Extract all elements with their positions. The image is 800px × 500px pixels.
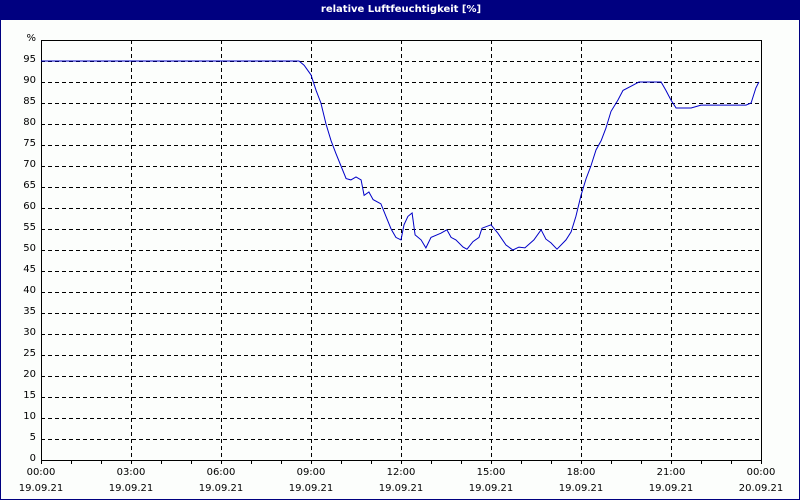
y-tick-label: 60	[23, 201, 36, 212]
x-tick-time: 00:00	[26, 467, 56, 478]
y-tick-label: 75	[23, 138, 36, 149]
x-tick-date: 19.09.21	[468, 483, 514, 494]
y-tick-label: 35	[23, 306, 36, 317]
x-tick-time: 21:00	[656, 467, 686, 478]
x-tick-time: 03:00	[116, 467, 146, 478]
y-tick-label: 25	[23, 348, 36, 359]
x-tick-time: 00:00	[746, 467, 776, 478]
y-tick-label: 10	[23, 411, 36, 422]
y-tick-label: 40	[23, 285, 36, 296]
plot-frame	[41, 40, 762, 461]
y-tick-label: 70	[23, 159, 36, 170]
x-tick-time: 09:00	[296, 467, 326, 478]
y-tick-label: 30	[23, 327, 36, 338]
x-tick-time: 06:00	[206, 467, 236, 478]
x-tick-date: 19.09.21	[18, 483, 64, 494]
y-tick-label: 85	[23, 96, 36, 107]
y-tick-label: 5	[29, 432, 36, 443]
y-tick-label: 0	[29, 453, 36, 464]
y-tick-label: 20	[23, 369, 36, 380]
y-tick-label: 65	[23, 180, 36, 191]
y-tick-label: 15	[23, 390, 36, 401]
humidity-line	[41, 60, 760, 251]
y-tick-label: 45	[23, 264, 36, 275]
x-tick-date: 19.09.21	[288, 483, 334, 494]
y-tick-label: 80	[23, 117, 36, 128]
y-tick-label: 55	[23, 222, 36, 233]
y-tick-label: %	[26, 33, 36, 44]
y-tick-label: 95	[23, 54, 36, 65]
x-tick-date: 19.09.21	[198, 483, 244, 494]
x-tick-time: 12:00	[386, 467, 416, 478]
x-tick-date: 19.09.21	[378, 483, 424, 494]
x-tick-date: 19.09.21	[648, 483, 694, 494]
x-tick-date: 20.09.21	[738, 483, 784, 494]
chart-title: relative Luftfeuchtigkeit [%]	[1, 0, 800, 20]
x-tick-date: 19.09.21	[108, 483, 154, 494]
y-tick-label: 90	[23, 75, 36, 86]
x-tick-time: 15:00	[476, 467, 506, 478]
x-tick-date: 19.09.21	[558, 483, 604, 494]
y-tick-label: 50	[23, 243, 36, 254]
x-tick-time: 18:00	[566, 467, 596, 478]
